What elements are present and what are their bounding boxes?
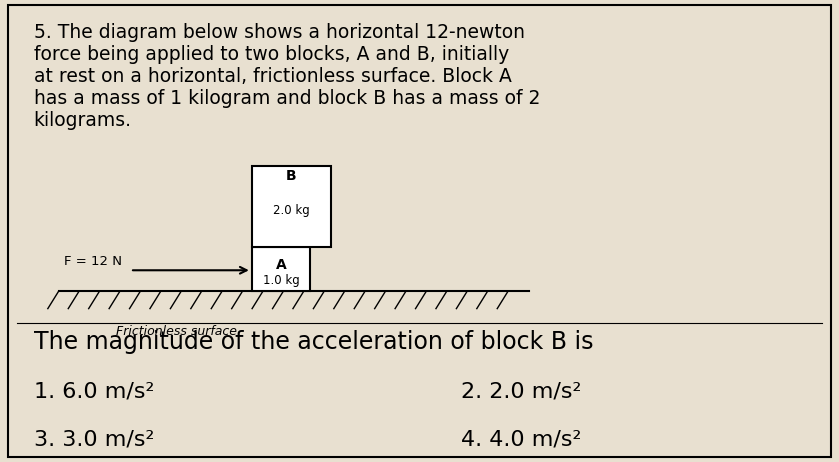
- Text: 1. 6.0 m/s²: 1. 6.0 m/s²: [34, 381, 154, 401]
- Text: 2.0 kg: 2.0 kg: [274, 204, 310, 217]
- Text: 1.0 kg: 1.0 kg: [263, 274, 300, 286]
- Text: Frictionless surface: Frictionless surface: [116, 325, 237, 338]
- Text: F = 12 N: F = 12 N: [64, 255, 122, 268]
- Bar: [252, 247, 310, 291]
- Text: B: B: [286, 170, 297, 183]
- Text: 2. 2.0 m/s²: 2. 2.0 m/s²: [461, 381, 581, 401]
- Text: A: A: [276, 258, 286, 272]
- Text: 4. 4.0 m/s²: 4. 4.0 m/s²: [461, 430, 581, 450]
- Bar: [252, 166, 331, 247]
- Text: The magnitude of the acceleration of block B is: The magnitude of the acceleration of blo…: [34, 330, 593, 354]
- Text: 5. The diagram below shows a horizontal 12-newton
force being applied to two blo: 5. The diagram below shows a horizontal …: [34, 23, 540, 130]
- Text: 3. 3.0 m/s²: 3. 3.0 m/s²: [34, 430, 154, 450]
